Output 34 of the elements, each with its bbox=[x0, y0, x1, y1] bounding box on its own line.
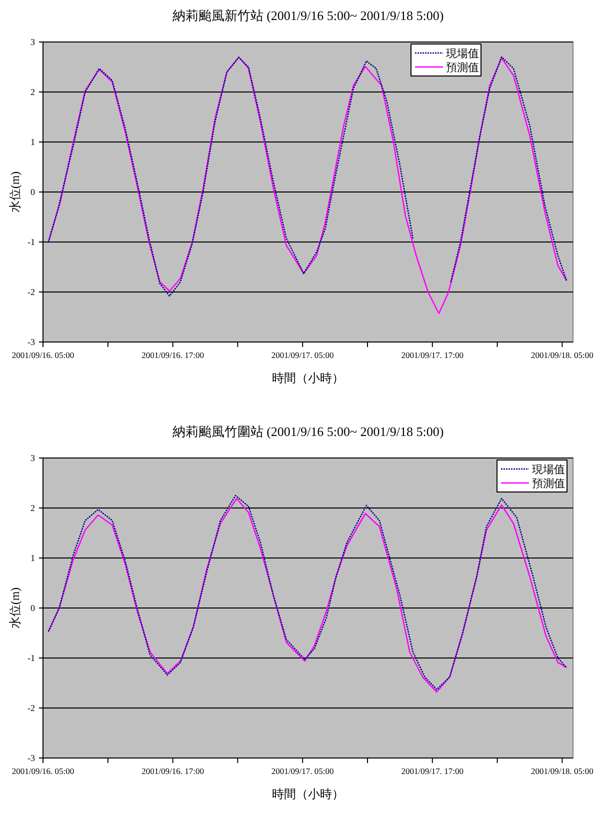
x-tick-label: 2001/09/17. 17:00 bbox=[401, 766, 464, 776]
x-tick-label: 2001/09/18. 05:00 bbox=[531, 766, 594, 776]
chart-title: 納莉颱風竹圍站 (2001/9/16 5:00~ 2001/9/18 5:00) bbox=[172, 424, 444, 439]
legend-label: 預測值 bbox=[446, 62, 479, 74]
y-tick-label: 1 bbox=[30, 553, 35, 563]
legend-label: 預測值 bbox=[532, 478, 565, 490]
x-tick-label: 2001/09/16. 05:00 bbox=[12, 350, 74, 360]
y-tick-label: -1 bbox=[28, 653, 35, 663]
y-tick-label: 2 bbox=[30, 87, 35, 97]
x-axis-title: 時間（小時） bbox=[272, 371, 344, 385]
x-tick-label: 2001/09/17. 05:00 bbox=[271, 350, 334, 360]
legend-label: 現場值 bbox=[446, 48, 479, 60]
legend-label: 現場值 bbox=[532, 464, 565, 476]
y-tick-label: 0 bbox=[30, 603, 36, 613]
y-tick-label: 0 bbox=[30, 187, 36, 197]
y-tick-label: -1 bbox=[28, 237, 35, 247]
y-tick-label: -2 bbox=[28, 287, 35, 297]
x-tick-label: 2001/09/16. 17:00 bbox=[142, 350, 204, 360]
chart-title: 納莉颱風新竹站 (2001/9/16 5:00~ 2001/9/18 5:00) bbox=[172, 8, 444, 23]
y-tick-label: 2 bbox=[30, 503, 35, 513]
y-tick-label: 3 bbox=[30, 37, 36, 47]
y-tick-label: -3 bbox=[28, 753, 36, 763]
y-tick-label: 3 bbox=[30, 453, 36, 463]
y-tick-label: -3 bbox=[28, 337, 36, 347]
x-tick-label: 2001/09/16. 17:00 bbox=[142, 766, 204, 776]
x-tick-label: 2001/09/18. 05:00 bbox=[531, 350, 594, 360]
x-axis-title: 時間（小時） bbox=[272, 787, 344, 801]
x-tick-label: 2001/09/17. 05:00 bbox=[271, 766, 334, 776]
y-axis-title: 水位(m) bbox=[8, 171, 22, 213]
y-axis-title: 水位(m) bbox=[8, 587, 22, 629]
y-tick-label: 1 bbox=[30, 137, 35, 147]
x-tick-label: 2001/09/16. 05:00 bbox=[12, 766, 74, 776]
y-tick-label: -2 bbox=[28, 703, 35, 713]
x-tick-label: 2001/09/17. 17:00 bbox=[401, 350, 464, 360]
